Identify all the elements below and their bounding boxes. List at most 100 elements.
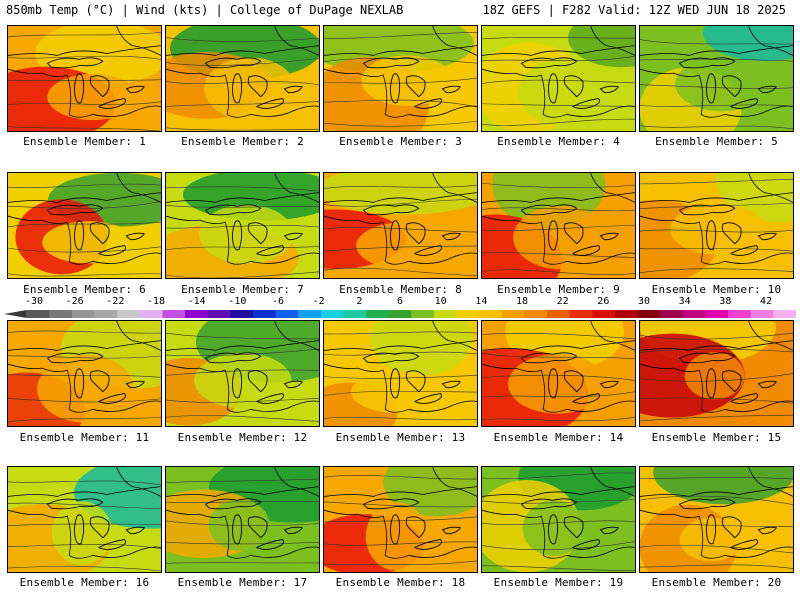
great-lake-outline	[247, 75, 268, 98]
coastline	[432, 321, 477, 351]
coastline	[324, 192, 477, 203]
ensemble-member-label: Ensemble Member: 19	[493, 576, 624, 589]
temperature-region	[522, 500, 585, 557]
coastline	[640, 509, 793, 559]
height-contour	[8, 221, 161, 228]
coastline	[748, 467, 793, 497]
coastline	[274, 321, 319, 351]
great-lake-outline	[362, 498, 420, 510]
great-lake-outline	[97, 539, 127, 550]
coastline	[482, 486, 635, 497]
great-lake-outline	[563, 370, 584, 393]
ensemble-member-label: Ensemble Member: 6	[23, 283, 146, 296]
height-contour	[482, 416, 635, 422]
coastline	[324, 340, 477, 351]
ensemble-member-label: Ensemble Member: 14	[493, 431, 624, 444]
temperature-field	[8, 173, 161, 277]
height-contour	[8, 55, 161, 60]
ensemble-panel	[481, 172, 636, 279]
great-lake-outline	[390, 220, 401, 251]
colorbar-tick-label: 30	[637, 296, 651, 307]
great-lake-outline	[232, 514, 243, 545]
great-lake-outline	[520, 352, 578, 364]
height-contour	[166, 369, 319, 376]
height-contour	[482, 541, 635, 550]
ensemble-panel	[323, 320, 478, 427]
great-lake-outline	[247, 222, 268, 245]
colorbar: -30 -26 -22 -18 -14 -10 -6 -2 2 6 10 14 18 22 26 30 34 38…	[0, 296, 800, 320]
colorbar-segment	[207, 310, 231, 318]
ensemble-panel	[323, 466, 478, 573]
height-contour	[324, 516, 477, 523]
great-lake-outline	[520, 498, 578, 510]
height-contour	[640, 268, 793, 274]
coastline	[8, 68, 161, 118]
height-contour	[324, 32, 477, 39]
great-lake-outline	[548, 220, 559, 251]
coastline	[116, 173, 161, 203]
great-lake-outline	[721, 370, 742, 393]
great-lake-outline	[204, 204, 262, 216]
great-lake-outline	[413, 539, 443, 550]
colorbar-segment	[433, 310, 458, 318]
height-contour	[324, 77, 477, 84]
coastline	[324, 68, 477, 118]
great-lake-outline	[721, 75, 742, 98]
temperature-region	[518, 58, 611, 126]
ensemble-panel	[165, 172, 320, 279]
coastline	[166, 68, 319, 118]
height-contour	[324, 416, 477, 421]
coastline	[166, 340, 319, 351]
ensemble-panel	[165, 25, 320, 132]
great-lake-outline	[46, 204, 104, 216]
chart-title: 850mb Temp (°C) | Wind (kts) | College o…	[6, 3, 404, 17]
height-contour	[8, 355, 161, 359]
great-lake-outline	[283, 526, 303, 535]
height-contour	[8, 201, 161, 209]
height-contour	[640, 125, 793, 130]
temperature-region	[703, 26, 793, 62]
ensemble-member-label: Ensemble Member: 16	[19, 576, 150, 589]
temperature-field	[324, 26, 477, 131]
great-lake-outline	[390, 368, 401, 399]
height-contour	[482, 499, 635, 504]
coastline	[432, 26, 477, 56]
great-lake-outline	[247, 516, 268, 539]
height-contour	[324, 226, 477, 233]
temperature-region	[51, 501, 113, 566]
great-lake-outline	[125, 380, 145, 389]
coastline	[482, 192, 635, 203]
colorbar-tick-label: 22	[556, 296, 569, 307]
coastline	[116, 26, 161, 56]
coastline	[8, 509, 161, 559]
height-contour	[640, 39, 793, 45]
height-contour	[166, 246, 319, 251]
height-contour	[166, 225, 319, 229]
height-contour	[166, 81, 319, 86]
temperature-region	[675, 56, 769, 112]
temperature-region	[684, 352, 745, 400]
great-lake-outline	[599, 526, 619, 535]
colorbar-segment	[230, 310, 254, 318]
height-contour	[324, 99, 477, 108]
ensemble-panel	[165, 320, 320, 427]
ensemble-panel	[7, 172, 162, 279]
great-lake-outline	[232, 220, 243, 251]
temperature-field	[482, 467, 635, 572]
temperature-region	[37, 354, 134, 423]
height-contour	[482, 333, 635, 340]
temperature-field	[8, 26, 161, 131]
colorbar-segment	[750, 310, 774, 318]
coastline	[8, 340, 161, 351]
coastline	[590, 26, 635, 56]
coastline	[640, 215, 793, 265]
ensemble-panel	[7, 320, 162, 427]
colorbar-tick-label: -30	[24, 296, 44, 307]
colorbar-tick-label: -18	[146, 296, 166, 307]
great-lake-outline	[678, 57, 736, 69]
great-lake-outline	[548, 368, 559, 399]
height-contour	[8, 330, 161, 334]
colorbar-segment	[252, 310, 277, 318]
temperature-field	[482, 173, 635, 278]
great-lake-outline	[74, 220, 85, 251]
